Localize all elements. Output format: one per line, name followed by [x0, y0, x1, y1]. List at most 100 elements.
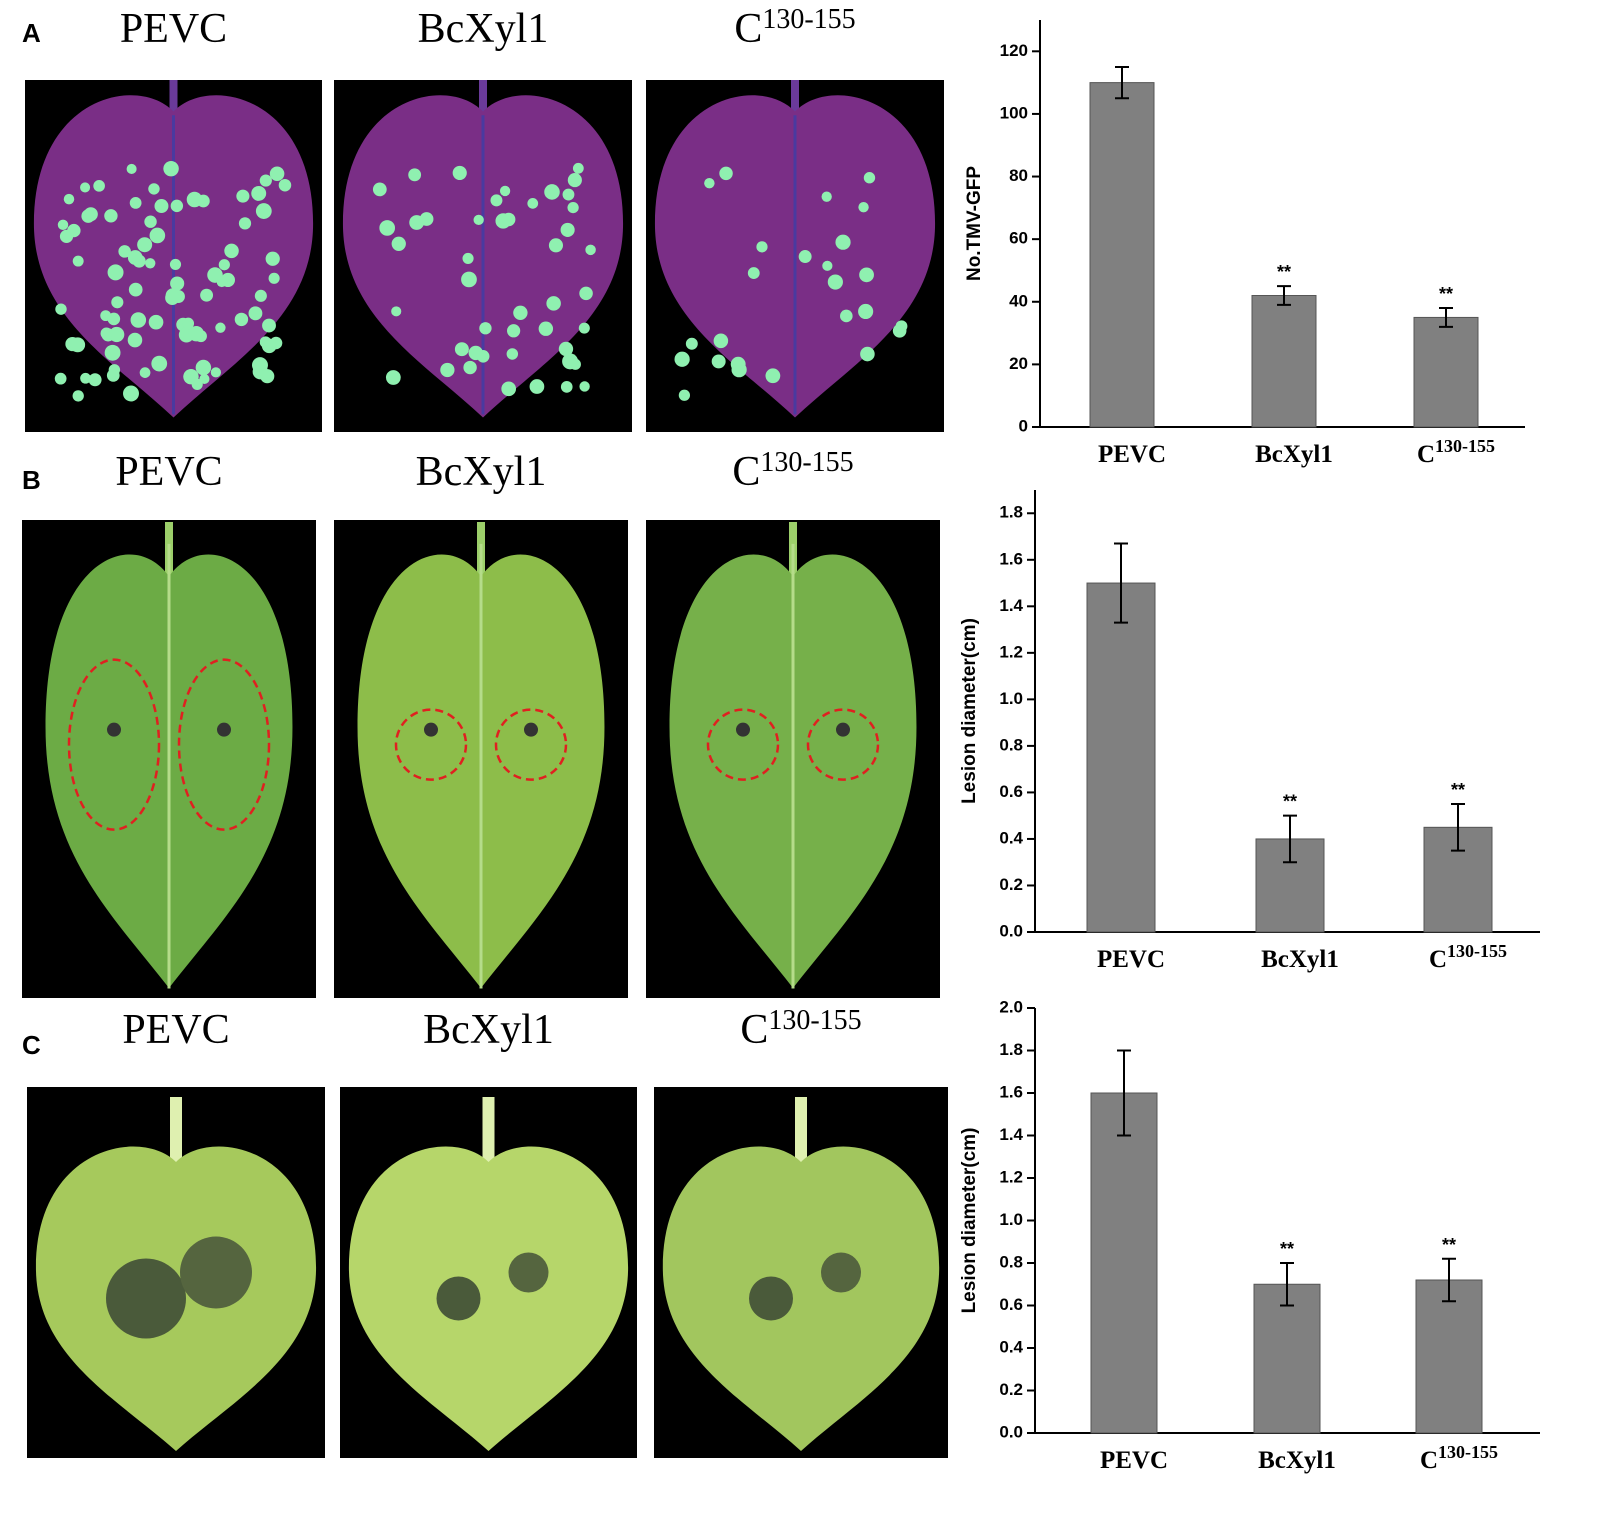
gfp-spot: [259, 174, 272, 187]
leaf: [348, 1146, 629, 1451]
gfp-spot: [747, 267, 760, 279]
gfp-spot: [858, 201, 869, 213]
x-tick-label: PEVC: [1098, 441, 1166, 468]
gfp-spot: [107, 312, 121, 326]
y-tick-label: 40: [1009, 291, 1028, 310]
photo-title-text: BcXyl1: [416, 449, 547, 495]
gfp-spot: [107, 264, 124, 281]
gfp-spot: [473, 214, 484, 226]
gfp-spot: [529, 379, 545, 394]
panel-label: A: [22, 18, 41, 48]
lesion: [217, 722, 231, 737]
gfp-spot: [827, 274, 843, 290]
gfp-spot: [585, 244, 596, 256]
significance-label: **: [1442, 1235, 1456, 1255]
y-tick-label: 100: [1000, 103, 1028, 122]
y-tick-label: 0.4: [999, 1337, 1023, 1356]
gfp-spot: [391, 306, 402, 317]
y-tick-label: 60: [1009, 229, 1028, 248]
photo-title: C130-155: [740, 1005, 861, 1053]
y-tick-label: 20: [1009, 354, 1028, 373]
gfp-spot: [139, 367, 151, 378]
gfp-spot: [461, 271, 477, 288]
x-tick-label: C130-155: [1420, 1442, 1498, 1474]
x-tick-label-text: PEVC: [1098, 441, 1166, 468]
gfp-spot: [57, 219, 69, 231]
gfp-spot: [123, 385, 139, 402]
gfp-spot: [372, 182, 387, 197]
x-tick-label: PEVC: [1100, 1447, 1168, 1474]
gfp-spot: [490, 194, 503, 207]
gfp-spot: [151, 355, 168, 372]
y-tick-label: 1.8: [999, 1040, 1023, 1059]
y-tick-label: 0.2: [999, 875, 1023, 894]
gfp-spot: [216, 276, 227, 288]
gfp-spot: [544, 184, 560, 200]
gfp-spot: [72, 255, 84, 267]
bar: [1415, 1279, 1483, 1434]
x-tick-label: C130-155: [1429, 941, 1507, 973]
gfp-spot: [72, 390, 84, 402]
gfp-spot: [80, 372, 91, 384]
gfp-spot: [88, 373, 102, 387]
gfp-spot: [463, 360, 477, 375]
photo-title-sup: 130-155: [762, 4, 855, 35]
gfp-spot: [835, 234, 851, 250]
error-bar: [1114, 542, 1128, 624]
x-tick-label-text: C: [1420, 1447, 1438, 1474]
significance-label: **: [1283, 792, 1297, 812]
gfp-spot: [685, 337, 698, 350]
gfp-spot: [109, 326, 125, 343]
gfp-spot: [278, 178, 292, 192]
lesion-outline: [806, 708, 880, 781]
gfp-spot: [195, 359, 212, 376]
photo-title: PEVC: [122, 1007, 229, 1053]
gfp-spot: [54, 372, 67, 385]
gfp-spot: [452, 165, 467, 181]
bar: [1090, 1092, 1158, 1434]
y-tick-label: 2.0: [999, 997, 1023, 1016]
gfp-spot: [895, 320, 908, 333]
lesion: [524, 722, 538, 737]
gfp-spot: [169, 258, 182, 271]
x-tick-label-sup: 130-155: [1435, 436, 1495, 456]
x-tick-label-sup: 130-155: [1438, 1442, 1498, 1462]
photo-title: PEVC: [115, 449, 222, 495]
error-bar: [1283, 814, 1297, 864]
gfp-spot: [191, 378, 203, 390]
photo-title-text: C: [740, 1007, 768, 1053]
gfp-spot: [798, 250, 812, 264]
lesion-outline: [177, 658, 271, 831]
gfp-spot: [674, 351, 690, 367]
x-tick-label: PEVC: [1097, 946, 1165, 973]
gfp-spot: [129, 197, 142, 209]
x-tick-label-text: C: [1429, 946, 1447, 973]
x-tick-label-text: C: [1417, 441, 1435, 468]
gfp-spot: [560, 222, 575, 237]
gfp-spot: [711, 354, 726, 369]
y-tick-label: 1.0: [999, 689, 1023, 708]
gfp-spot: [558, 341, 574, 357]
gfp-spot: [268, 272, 280, 284]
gfp-spot: [499, 185, 511, 197]
gfp-spot: [408, 168, 422, 182]
gfp-spot: [182, 317, 195, 330]
y-tick-label: 1.4: [999, 596, 1023, 615]
gfp-spot: [501, 381, 516, 397]
gfp-spot: [546, 296, 561, 311]
y-tick-label: 0.6: [999, 1295, 1023, 1314]
gfp-spot: [527, 197, 539, 209]
gfp-spot: [100, 327, 113, 340]
gfp-spot: [567, 172, 582, 188]
gfp-spot: [248, 306, 263, 321]
gfp-spot: [255, 203, 272, 219]
lesion-outline: [394, 708, 468, 781]
y-tick-label: 0: [1019, 416, 1028, 435]
y-tick-label: 0.4: [999, 828, 1023, 847]
lesion: [436, 1276, 481, 1321]
lesion: [736, 722, 750, 737]
lesion: [106, 1258, 186, 1339]
photo-title: BcXyl1: [416, 449, 547, 495]
gfp-spot: [224, 243, 239, 259]
gfp-spot: [188, 325, 205, 342]
